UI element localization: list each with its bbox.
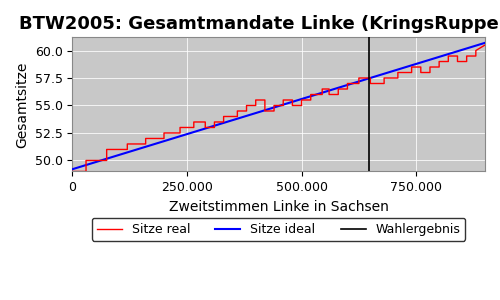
Sitze real (344, 87, 350, 91)
Title: BTW2005: Gesamtmandate Linke (KringsRuppertC): BTW2005: Gesamtmandate Linke (KringsRupp… (20, 15, 500, 33)
Sitze real (482, 43, 488, 47)
Legend: Sitze real, Sitze ideal, Wahlergebnis: Sitze real, Sitze ideal, Wahlergebnis (92, 218, 466, 241)
X-axis label: Zweitstimmen Linke in Sachsen: Zweitstimmen Linke in Sachsen (168, 200, 388, 214)
Sitze real (244, 104, 250, 107)
Line: Sitze real: Sitze real (72, 45, 485, 171)
Sitze real (70, 169, 75, 173)
Sitze real (319, 87, 325, 91)
Y-axis label: Gesamtsitze: Gesamtsitze (15, 61, 29, 148)
Sitze real (212, 126, 218, 129)
Sitze real (161, 131, 167, 135)
Sitze real (356, 76, 362, 80)
